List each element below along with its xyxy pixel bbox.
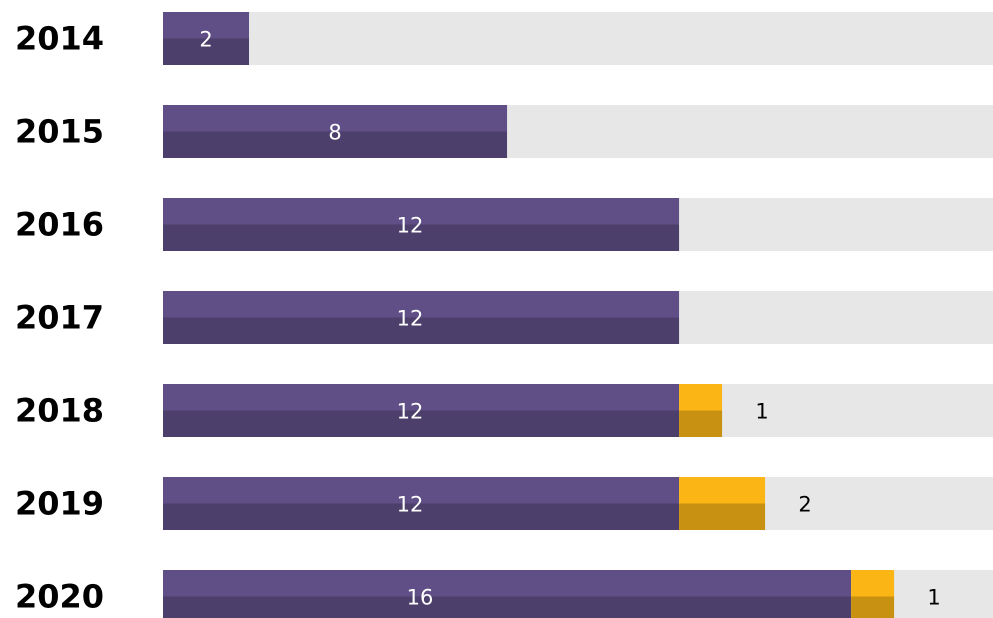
y-tick-label: 2014 xyxy=(15,20,104,58)
bar-segment xyxy=(163,570,852,618)
bar-segment xyxy=(163,105,508,158)
y-tick-label: 2017 xyxy=(15,299,104,337)
value-label: 12 xyxy=(397,214,424,238)
bar-segment xyxy=(163,198,680,251)
y-tick-label: 2015 xyxy=(15,113,104,151)
bar-segment xyxy=(679,477,766,530)
y-tick-label: 2018 xyxy=(15,392,104,430)
value-label: 12 xyxy=(397,400,424,424)
bar-segment xyxy=(163,384,680,437)
y-tick-label: 2016 xyxy=(15,206,104,244)
bar-segment xyxy=(163,12,250,65)
bar-segment xyxy=(163,477,680,530)
value-label: 2 xyxy=(798,493,811,517)
y-tick-label: 2019 xyxy=(15,485,104,523)
bar-segment xyxy=(851,570,895,618)
value-label: 12 xyxy=(397,493,424,517)
bar-segment xyxy=(679,384,723,437)
value-label: 2 xyxy=(199,28,212,52)
value-label: 16 xyxy=(407,586,434,610)
value-label: 8 xyxy=(328,121,341,145)
value-label: 1 xyxy=(755,400,768,424)
bar-segment xyxy=(163,291,680,344)
value-label: 12 xyxy=(397,307,424,331)
value-label: 1 xyxy=(927,586,940,610)
track xyxy=(163,12,993,65)
y-tick-label: 2020 xyxy=(15,578,104,616)
